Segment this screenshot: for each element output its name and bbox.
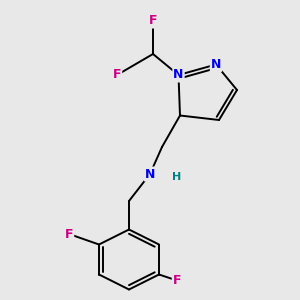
Text: F: F [149,14,157,28]
Text: F: F [65,227,73,241]
Text: N: N [211,58,221,71]
Text: F: F [173,274,181,287]
Text: N: N [145,167,155,181]
Text: F: F [113,68,121,82]
Text: N: N [173,68,184,82]
Text: H: H [172,172,182,182]
